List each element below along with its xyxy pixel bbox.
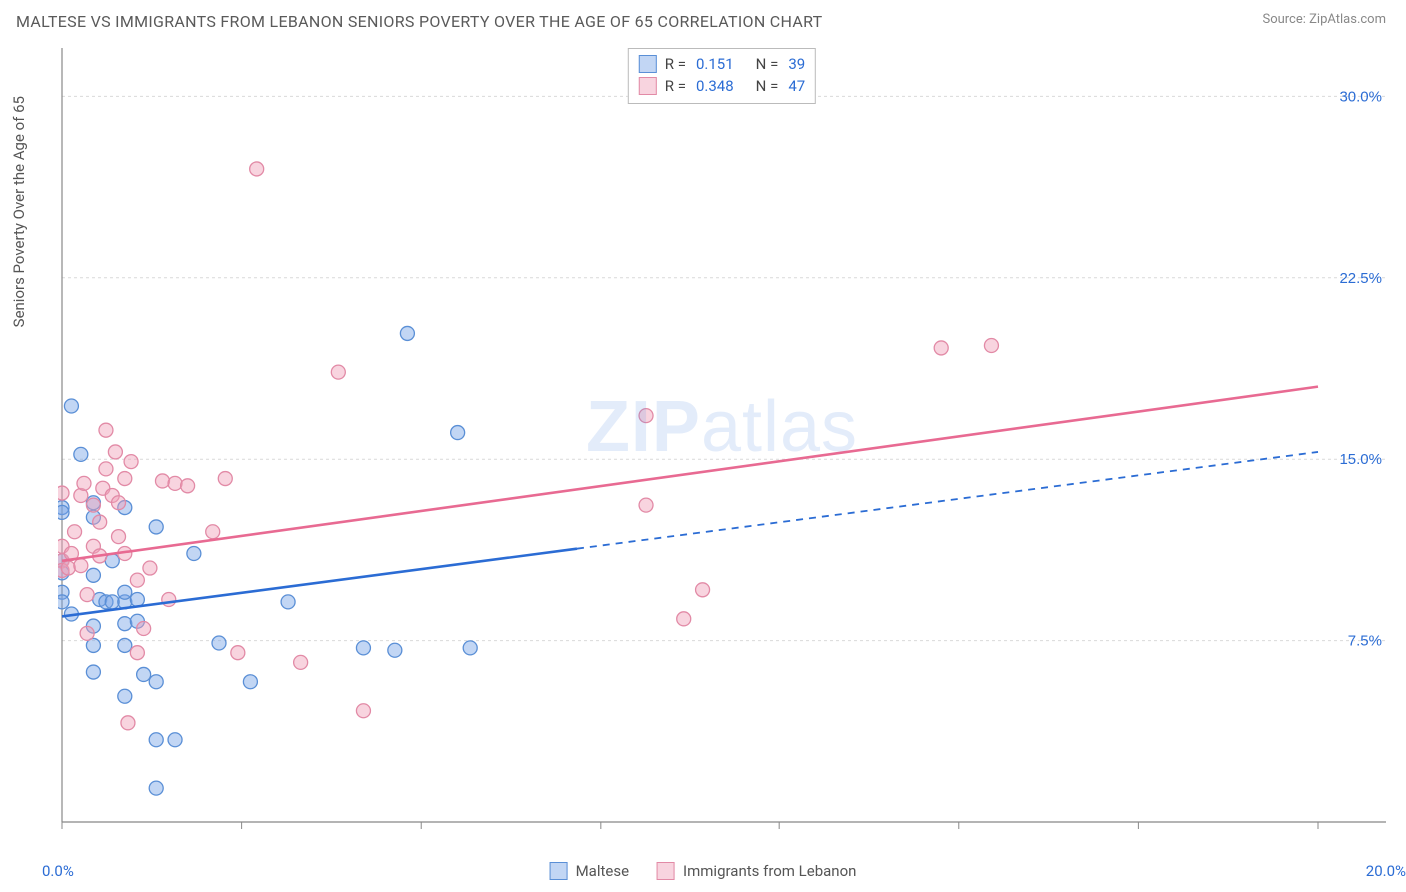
r-value: 0.151 bbox=[696, 55, 734, 73]
correlation-legend: R = 0.151 N = 39 R = 0.348 N = 47 bbox=[628, 48, 816, 104]
svg-text:15.0%: 15.0% bbox=[1339, 451, 1382, 468]
n-label: N = bbox=[756, 55, 779, 73]
chart-source: Source: ZipAtlas.com bbox=[1262, 12, 1386, 27]
chart-area: Seniors Poverty Over the Age of 65 7.5%1… bbox=[16, 44, 1386, 842]
legend-swatch bbox=[657, 862, 675, 880]
svg-text:30.0%: 30.0% bbox=[1339, 88, 1382, 105]
legend-item: Maltese bbox=[550, 862, 629, 880]
n-value: 47 bbox=[788, 77, 805, 95]
r-label: R = bbox=[665, 55, 686, 73]
n-value: 39 bbox=[788, 55, 805, 73]
series-legend: Maltese Immigrants from Lebanon bbox=[550, 862, 857, 880]
r-label: R = bbox=[665, 77, 686, 95]
n-label: N = bbox=[756, 77, 779, 95]
chart-header: MALTESE VS IMMIGRANTS FROM LEBANON SENIO… bbox=[0, 0, 1406, 37]
y-axis-label: Seniors Poverty Over the Age of 65 bbox=[10, 96, 28, 327]
r-value: 0.348 bbox=[696, 77, 734, 95]
legend-swatch bbox=[639, 55, 657, 73]
svg-text:7.5%: 7.5% bbox=[1348, 633, 1382, 650]
plot-region: 7.5%15.0%22.5%30.0% ZIPatlas R =0.151N =… bbox=[58, 44, 1386, 842]
legend-item: Immigrants from Lebanon bbox=[657, 862, 856, 880]
scatter-svg: 7.5% 15.0% 22.5% 30.0% bbox=[58, 44, 1386, 842]
x-axis-min-label: 0.0% bbox=[42, 862, 74, 880]
legend-label: Immigrants from Lebanon bbox=[683, 862, 856, 880]
correlation-row: R = 0.151 N = 39 bbox=[639, 53, 805, 75]
legend-label: Maltese bbox=[576, 862, 629, 880]
chart-title: MALTESE VS IMMIGRANTS FROM LEBANON SENIO… bbox=[16, 12, 823, 31]
x-axis-max-label: 20.0% bbox=[1366, 862, 1406, 880]
svg-text:22.5%: 22.5% bbox=[1339, 270, 1382, 287]
legend-swatch bbox=[639, 77, 657, 95]
correlation-row: R = 0.348 N = 47 bbox=[639, 75, 805, 97]
legend-swatch bbox=[550, 862, 568, 880]
